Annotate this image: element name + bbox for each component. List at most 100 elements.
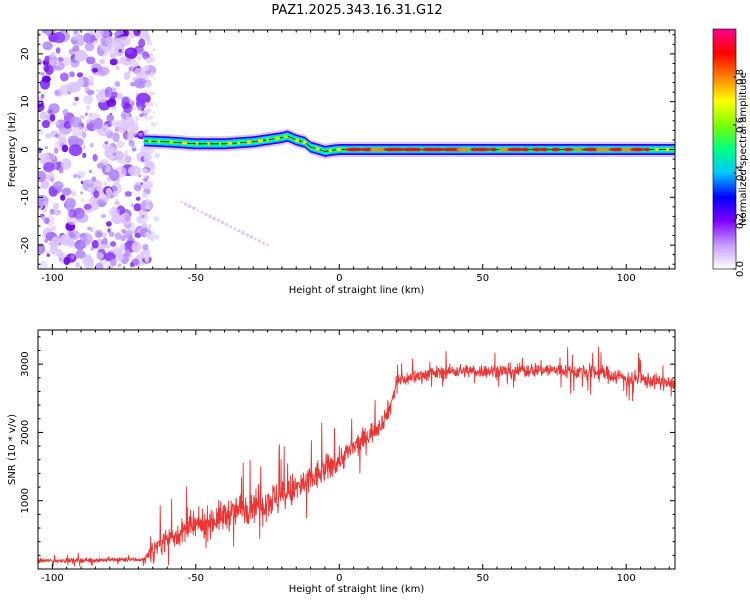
noise-blob: [89, 81, 94, 87]
noise-blob: [127, 133, 134, 141]
noise-blob: [44, 146, 49, 150]
ridge-hotspot: [456, 147, 471, 152]
noise-blob: [68, 231, 75, 239]
ridge-hotspot: [595, 147, 611, 152]
noise-blob: [123, 71, 131, 80]
noise-blob: [96, 162, 104, 169]
noise-blob: [40, 72, 45, 76]
noise-blob: [116, 140, 125, 149]
noise-blob: [116, 30, 125, 36]
noise-blob: [63, 256, 71, 266]
noise-blob: [135, 196, 141, 201]
noise-blob: [138, 132, 143, 137]
noise-blob: [83, 203, 92, 210]
noise-blob: [118, 254, 125, 261]
ridge-hotspot: [654, 147, 659, 152]
noise-blob: [110, 241, 117, 247]
noise-dot: [147, 101, 154, 107]
noise-blob: [40, 93, 45, 99]
noise-blob: [69, 116, 82, 128]
noise-blob: [111, 106, 117, 111]
noise-blob: [49, 208, 55, 215]
y-axis-title: SNR (10 * v/v): [7, 414, 18, 485]
noise-blob: [73, 173, 78, 179]
noise-dot: [150, 231, 155, 235]
snr-panel: -100 -50 0 50 100 1000 2000 3000 Height of strai…: [7, 329, 676, 595]
spectrogram-plot-area: [38, 30, 675, 269]
noise-blob: [105, 165, 111, 173]
ridge-hotspot: [550, 147, 561, 152]
noise-blob: [123, 230, 133, 239]
noise-blob: [117, 263, 122, 268]
ridge-hotspot: [237, 141, 241, 145]
noise-dot: [150, 121, 156, 127]
noise-blob: [122, 103, 133, 113]
noise-blob: [135, 116, 140, 122]
noise-blob: [131, 147, 137, 152]
noise-blob: [132, 244, 139, 251]
noise-dot: [145, 204, 151, 210]
noise-blob: [106, 114, 114, 122]
noise-blob: [50, 177, 55, 183]
noise-blob: [126, 48, 133, 55]
noise-blob: [55, 62, 60, 67]
noise-dot: [152, 48, 156, 52]
noise-blob: [112, 214, 123, 225]
faint-branch-dot: [204, 212, 208, 217]
noise-blob: [71, 126, 85, 137]
faint-branch-dot: [229, 225, 233, 229]
ridge-hotspot: [532, 147, 542, 152]
noise-blob: [109, 52, 117, 58]
noise-blob: [85, 112, 88, 116]
noise-dot: [148, 92, 153, 96]
noise-blob: [42, 41, 53, 51]
noise-dot: [143, 65, 150, 71]
noise-blob: [133, 203, 142, 212]
ridge-hotspot: [227, 141, 233, 146]
faint-branch-dot: [233, 227, 237, 230]
x-tick-label: 100: [617, 573, 636, 584]
noise-dot: [155, 104, 158, 107]
ridge-hotspot: [582, 147, 601, 152]
faint-branch-dot: [240, 230, 246, 235]
ridge-hotspot: [246, 140, 252, 144]
x-tick-label: -50: [188, 573, 204, 584]
ridge-hotspot: [219, 142, 222, 146]
noise-blob: [42, 200, 49, 206]
noise-dot: [141, 192, 148, 199]
noise-dot: [153, 111, 156, 114]
ridge-hotspot: [563, 147, 574, 152]
noise-dot: [147, 154, 153, 160]
noise-blob: [142, 244, 149, 251]
noise-blob: [65, 81, 80, 93]
snr-frame: [37, 329, 676, 570]
x-tick-label: 100: [617, 273, 636, 284]
x-tick-label: 50: [476, 273, 489, 284]
noise-blob: [55, 91, 59, 95]
noise-blob: [62, 108, 69, 117]
noise-blob: [68, 71, 76, 78]
noise-blob: [99, 58, 105, 65]
noise-blob: [137, 105, 142, 111]
ridge-hotspot: [608, 147, 625, 152]
noise-blob: [74, 49, 87, 62]
noise-blob: [94, 30, 104, 39]
faint-branch-dot: [266, 243, 269, 247]
noise-blob: [126, 57, 131, 62]
ridge-hotspot: [344, 147, 365, 152]
noise-blob: [60, 158, 72, 171]
noise-blob: [106, 221, 112, 227]
noise-blob: [60, 72, 69, 82]
noise-dot: [143, 148, 150, 154]
noise-blob: [131, 258, 140, 267]
y-tick-label: 1000: [20, 488, 31, 513]
ridge-hotspot: [630, 147, 645, 152]
noise-blob: [92, 154, 98, 162]
noise-blob: [82, 152, 87, 158]
x-tick-label: -100: [41, 573, 64, 584]
faint-branch-dot: [216, 218, 221, 223]
noise-blob: [96, 199, 105, 207]
x-axis-title: Height of straight line (km): [289, 285, 425, 296]
noise-dot: [144, 258, 150, 263]
noise-blob: [119, 56, 128, 64]
